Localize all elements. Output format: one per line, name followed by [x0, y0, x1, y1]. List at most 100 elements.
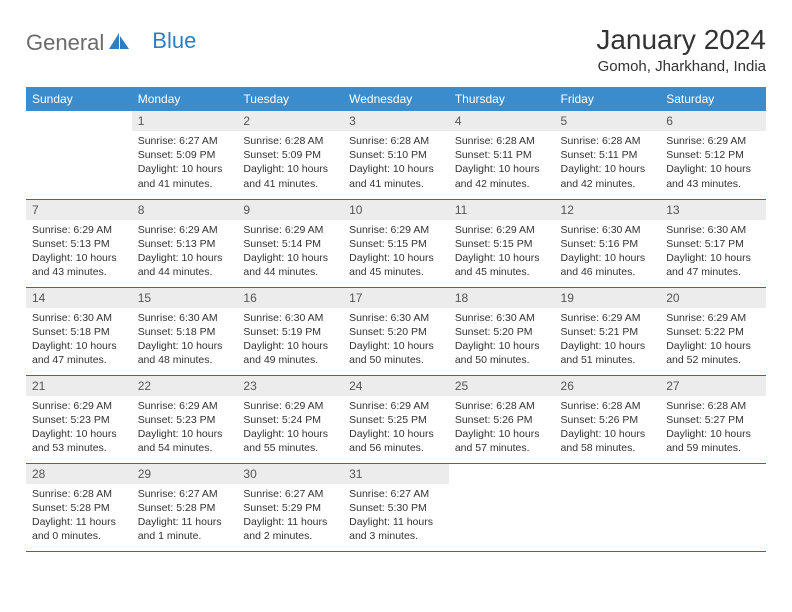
calendar-week-row: 1Sunrise: 6:27 AMSunset: 5:09 PMDaylight…	[26, 111, 766, 199]
calendar-day-cell	[26, 111, 132, 199]
day-number: 22	[132, 376, 238, 396]
calendar-day-cell: 16Sunrise: 6:30 AMSunset: 5:19 PMDayligh…	[237, 287, 343, 375]
weekday-header: Saturday	[660, 87, 766, 111]
day-number: 30	[237, 464, 343, 484]
calendar-day-cell: 30Sunrise: 6:27 AMSunset: 5:29 PMDayligh…	[237, 463, 343, 551]
calendar-week-row: 21Sunrise: 6:29 AMSunset: 5:23 PMDayligh…	[26, 375, 766, 463]
weekday-row: SundayMondayTuesdayWednesdayThursdayFrid…	[26, 87, 766, 111]
calendar-day-cell: 17Sunrise: 6:30 AMSunset: 5:20 PMDayligh…	[343, 287, 449, 375]
day-details: Sunrise: 6:28 AMSunset: 5:09 PMDaylight:…	[237, 131, 343, 195]
day-number: 3	[343, 111, 449, 131]
logo-sail-icon	[108, 32, 130, 55]
calendar-week-row: 7Sunrise: 6:29 AMSunset: 5:13 PMDaylight…	[26, 199, 766, 287]
calendar-day-cell: 9Sunrise: 6:29 AMSunset: 5:14 PMDaylight…	[237, 199, 343, 287]
calendar-day-cell: 21Sunrise: 6:29 AMSunset: 5:23 PMDayligh…	[26, 375, 132, 463]
month-title: January 2024	[596, 24, 766, 56]
day-number: 6	[660, 111, 766, 131]
calendar-day-cell: 29Sunrise: 6:27 AMSunset: 5:28 PMDayligh…	[132, 463, 238, 551]
day-number: 23	[237, 376, 343, 396]
day-details: Sunrise: 6:28 AMSunset: 5:26 PMDaylight:…	[449, 396, 555, 460]
day-number: 21	[26, 376, 132, 396]
calendar-body: 1Sunrise: 6:27 AMSunset: 5:09 PMDaylight…	[26, 111, 766, 551]
day-details: Sunrise: 6:27 AMSunset: 5:29 PMDaylight:…	[237, 484, 343, 548]
day-details: Sunrise: 6:28 AMSunset: 5:27 PMDaylight:…	[660, 396, 766, 460]
day-number: 28	[26, 464, 132, 484]
day-details: Sunrise: 6:27 AMSunset: 5:30 PMDaylight:…	[343, 484, 449, 548]
calendar-day-cell: 4Sunrise: 6:28 AMSunset: 5:11 PMDaylight…	[449, 111, 555, 199]
calendar-day-cell: 25Sunrise: 6:28 AMSunset: 5:26 PMDayligh…	[449, 375, 555, 463]
calendar-day-cell: 2Sunrise: 6:28 AMSunset: 5:09 PMDaylight…	[237, 111, 343, 199]
page-header: General Blue January 2024 Gomoh, Jharkha…	[26, 24, 766, 75]
calendar-day-cell: 28Sunrise: 6:28 AMSunset: 5:28 PMDayligh…	[26, 463, 132, 551]
calendar-day-cell	[555, 463, 661, 551]
day-details: Sunrise: 6:29 AMSunset: 5:15 PMDaylight:…	[343, 220, 449, 284]
day-number: 4	[449, 111, 555, 131]
weekday-header: Friday	[555, 87, 661, 111]
title-block: January 2024 Gomoh, Jharkhand, India	[596, 24, 766, 75]
calendar-day-cell: 12Sunrise: 6:30 AMSunset: 5:16 PMDayligh…	[555, 199, 661, 287]
day-details: Sunrise: 6:27 AMSunset: 5:28 PMDaylight:…	[132, 484, 238, 548]
day-number: 12	[555, 200, 661, 220]
day-number: 19	[555, 288, 661, 308]
weekday-header: Monday	[132, 87, 238, 111]
calendar-day-cell: 14Sunrise: 6:30 AMSunset: 5:18 PMDayligh…	[26, 287, 132, 375]
day-number: 11	[449, 200, 555, 220]
day-details: Sunrise: 6:30 AMSunset: 5:20 PMDaylight:…	[343, 308, 449, 372]
calendar-day-cell: 15Sunrise: 6:30 AMSunset: 5:18 PMDayligh…	[132, 287, 238, 375]
location-text: Gomoh, Jharkhand, India	[596, 58, 766, 75]
calendar-day-cell: 8Sunrise: 6:29 AMSunset: 5:13 PMDaylight…	[132, 199, 238, 287]
day-details: Sunrise: 6:29 AMSunset: 5:23 PMDaylight:…	[26, 396, 132, 460]
day-details: Sunrise: 6:29 AMSunset: 5:25 PMDaylight:…	[343, 396, 449, 460]
day-number: 7	[26, 200, 132, 220]
calendar-day-cell: 13Sunrise: 6:30 AMSunset: 5:17 PMDayligh…	[660, 199, 766, 287]
day-number: 31	[343, 464, 449, 484]
weekday-header: Sunday	[26, 87, 132, 111]
calendar-day-cell: 22Sunrise: 6:29 AMSunset: 5:23 PMDayligh…	[132, 375, 238, 463]
day-details: Sunrise: 6:30 AMSunset: 5:16 PMDaylight:…	[555, 220, 661, 284]
day-number: 17	[343, 288, 449, 308]
day-details: Sunrise: 6:28 AMSunset: 5:26 PMDaylight:…	[555, 396, 661, 460]
day-details: Sunrise: 6:28 AMSunset: 5:11 PMDaylight:…	[449, 131, 555, 195]
day-number: 13	[660, 200, 766, 220]
day-number: 25	[449, 376, 555, 396]
weekday-header: Tuesday	[237, 87, 343, 111]
day-number: 16	[237, 288, 343, 308]
day-details: Sunrise: 6:28 AMSunset: 5:11 PMDaylight:…	[555, 131, 661, 195]
day-number: 24	[343, 376, 449, 396]
day-details: Sunrise: 6:28 AMSunset: 5:10 PMDaylight:…	[343, 131, 449, 195]
calendar-week-row: 14Sunrise: 6:30 AMSunset: 5:18 PMDayligh…	[26, 287, 766, 375]
day-number: 2	[237, 111, 343, 131]
day-details: Sunrise: 6:29 AMSunset: 5:24 PMDaylight:…	[237, 396, 343, 460]
day-number: 5	[555, 111, 661, 131]
calendar-day-cell: 23Sunrise: 6:29 AMSunset: 5:24 PMDayligh…	[237, 375, 343, 463]
day-details: Sunrise: 6:30 AMSunset: 5:19 PMDaylight:…	[237, 308, 343, 372]
calendar-day-cell: 19Sunrise: 6:29 AMSunset: 5:21 PMDayligh…	[555, 287, 661, 375]
day-details: Sunrise: 6:30 AMSunset: 5:18 PMDaylight:…	[132, 308, 238, 372]
calendar-day-cell: 7Sunrise: 6:29 AMSunset: 5:13 PMDaylight…	[26, 199, 132, 287]
day-number: 8	[132, 200, 238, 220]
day-details: Sunrise: 6:29 AMSunset: 5:14 PMDaylight:…	[237, 220, 343, 284]
day-details: Sunrise: 6:29 AMSunset: 5:21 PMDaylight:…	[555, 308, 661, 372]
day-details: Sunrise: 6:30 AMSunset: 5:18 PMDaylight:…	[26, 308, 132, 372]
day-details: Sunrise: 6:30 AMSunset: 5:17 PMDaylight:…	[660, 220, 766, 284]
day-number: 14	[26, 288, 132, 308]
calendar-day-cell: 26Sunrise: 6:28 AMSunset: 5:26 PMDayligh…	[555, 375, 661, 463]
calendar-day-cell: 31Sunrise: 6:27 AMSunset: 5:30 PMDayligh…	[343, 463, 449, 551]
calendar-table: SundayMondayTuesdayWednesdayThursdayFrid…	[26, 87, 766, 552]
day-details: Sunrise: 6:29 AMSunset: 5:13 PMDaylight:…	[132, 220, 238, 284]
day-details: Sunrise: 6:29 AMSunset: 5:15 PMDaylight:…	[449, 220, 555, 284]
day-number: 18	[449, 288, 555, 308]
calendar-day-cell: 5Sunrise: 6:28 AMSunset: 5:11 PMDaylight…	[555, 111, 661, 199]
calendar-day-cell: 6Sunrise: 6:29 AMSunset: 5:12 PMDaylight…	[660, 111, 766, 199]
day-number: 10	[343, 200, 449, 220]
weekday-header: Wednesday	[343, 87, 449, 111]
logo-text-general: General	[26, 30, 104, 56]
weekday-header: Thursday	[449, 87, 555, 111]
day-number: 15	[132, 288, 238, 308]
day-number: 1	[132, 111, 238, 131]
day-number: 29	[132, 464, 238, 484]
calendar-day-cell: 24Sunrise: 6:29 AMSunset: 5:25 PMDayligh…	[343, 375, 449, 463]
calendar-day-cell: 1Sunrise: 6:27 AMSunset: 5:09 PMDaylight…	[132, 111, 238, 199]
day-number: 9	[237, 200, 343, 220]
day-details: Sunrise: 6:28 AMSunset: 5:28 PMDaylight:…	[26, 484, 132, 548]
